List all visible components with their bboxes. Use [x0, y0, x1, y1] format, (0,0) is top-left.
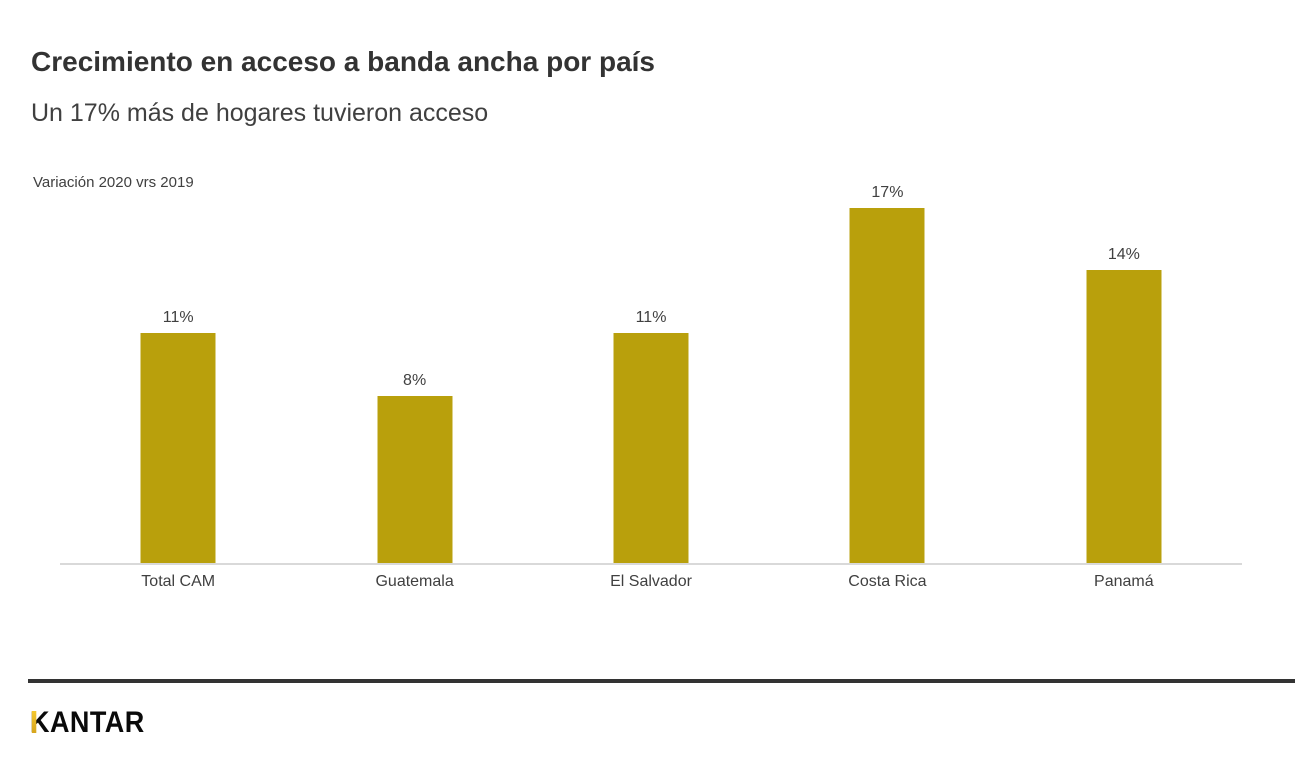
- category-label: Guatemala: [375, 573, 454, 590]
- bar: [849, 208, 925, 563]
- chart-note: Variación 2020 vrs 2019: [33, 174, 194, 191]
- category-label: Total CAM: [141, 573, 216, 590]
- x-axis-line: [60, 563, 1242, 565]
- kantar-logo: KANTAR: [30, 708, 145, 738]
- bar: [613, 333, 689, 563]
- bar-group: 8%: [296, 180, 532, 563]
- bar-value-label: 17%: [871, 184, 904, 201]
- bar-group: 17%: [769, 180, 1005, 563]
- bar-value-label: 11%: [635, 309, 667, 326]
- bar-value-label: 14%: [1107, 246, 1140, 263]
- kantar-k-gold-stem: [31, 711, 37, 733]
- page-subtitle: Un 17% más de hogares tuvieron acceso: [31, 99, 489, 127]
- bar-group: 14%: [1006, 180, 1242, 563]
- bar-value-label: 8%: [403, 372, 427, 389]
- category-label: Panamá: [1094, 573, 1154, 590]
- bar: [377, 396, 453, 563]
- category-label: El Salvador: [610, 573, 692, 590]
- bar: [1086, 270, 1162, 563]
- bar-group: 11%: [60, 180, 296, 563]
- footer-divider: [28, 679, 1295, 683]
- bar-value-label: 11%: [162, 309, 194, 326]
- category-axis: Total CAM Guatemala El Salvador Costa Rica P…: [60, 573, 1242, 591]
- category-label: Costa Rica: [848, 573, 927, 590]
- plot-area: 11% 8% 11% 17% 14%: [60, 180, 1242, 565]
- bar-group: 11%: [533, 180, 769, 563]
- kantar-logo-text: KANTAR: [30, 706, 145, 739]
- bar-chart: 11% 8% 11% 17% 14% Total CAM Guatemala El …: [60, 180, 1242, 591]
- page-title: Crecimiento en acceso a banda ancha por …: [31, 46, 655, 77]
- bar: [140, 333, 216, 563]
